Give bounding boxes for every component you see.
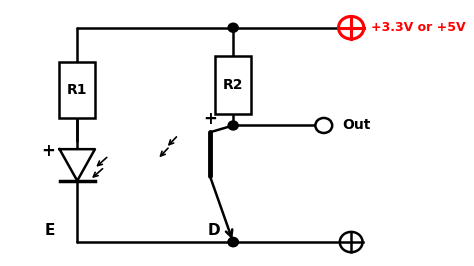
Text: E: E <box>45 223 55 238</box>
Bar <box>59 61 95 118</box>
Circle shape <box>338 16 364 39</box>
Polygon shape <box>60 149 95 181</box>
Text: +: + <box>41 142 55 160</box>
Circle shape <box>228 23 238 32</box>
Circle shape <box>228 238 238 247</box>
Circle shape <box>228 238 238 247</box>
Circle shape <box>315 118 332 133</box>
Circle shape <box>228 121 238 130</box>
Text: R2: R2 <box>223 78 244 92</box>
Text: R1: R1 <box>67 83 88 97</box>
Text: +: + <box>203 110 217 128</box>
Text: +3.3V or +5V: +3.3V or +5V <box>372 21 466 34</box>
Bar <box>215 56 251 114</box>
Text: Out: Out <box>343 118 371 132</box>
Text: D: D <box>208 223 220 238</box>
Circle shape <box>340 232 363 252</box>
